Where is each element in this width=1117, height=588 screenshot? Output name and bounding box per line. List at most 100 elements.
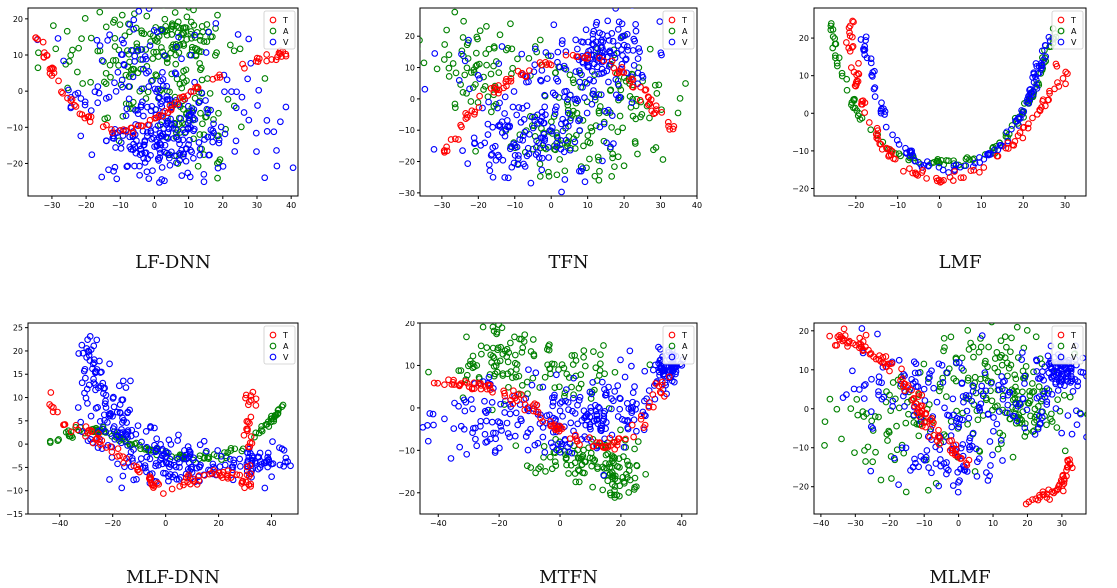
point-T: [664, 118, 672, 126]
point-V: [145, 175, 153, 183]
point-A: [513, 361, 521, 368]
point-V: [226, 455, 234, 463]
point-V: [935, 482, 943, 490]
point-V: [583, 109, 591, 117]
y-tick-label: −10: [6, 487, 23, 496]
point-V: [158, 132, 166, 140]
x-tick-label: 20: [218, 201, 228, 210]
point-V: [129, 133, 137, 141]
point-A: [935, 159, 942, 166]
point-V: [605, 106, 612, 114]
point-A: [104, 114, 111, 122]
point-A: [142, 46, 150, 53]
point-T: [81, 114, 89, 122]
point-V: [869, 425, 877, 432]
point-V: [464, 160, 472, 167]
point-V: [138, 85, 145, 93]
point-V: [622, 55, 630, 63]
point-V: [60, 57, 67, 65]
point-V: [455, 77, 463, 84]
point-V: [599, 157, 606, 165]
point-V: [538, 108, 546, 116]
point-A: [1031, 405, 1039, 413]
point-T: [661, 392, 668, 400]
point-T: [510, 387, 517, 395]
legend-marker-T: [269, 16, 277, 24]
point-V: [879, 363, 887, 371]
legend-label-A: A: [682, 342, 688, 351]
point-T: [247, 413, 255, 421]
point-V: [656, 18, 664, 25]
point-V: [984, 410, 992, 418]
point-T: [99, 123, 107, 131]
points-layer: [821, 323, 1086, 508]
point-A: [196, 36, 204, 44]
point-A: [122, 71, 130, 79]
y-tick-label: 20: [799, 327, 809, 336]
point-A: [851, 104, 859, 112]
point-V: [570, 374, 577, 382]
point-T: [928, 415, 936, 422]
point-V: [628, 362, 635, 370]
point-V: [528, 381, 536, 389]
point-A: [536, 384, 544, 391]
point-A: [509, 64, 516, 72]
point-V: [543, 412, 551, 419]
point-A: [964, 420, 971, 428]
point-V: [937, 462, 945, 470]
point-T: [619, 68, 626, 76]
point-T: [952, 441, 960, 449]
point-A: [981, 360, 989, 368]
point-A: [136, 441, 143, 449]
point-A: [54, 437, 62, 444]
point-A: [987, 387, 994, 395]
point-T: [252, 402, 260, 409]
point-A: [833, 59, 841, 67]
point-V: [1055, 369, 1063, 377]
point-A: [463, 333, 470, 341]
point-V: [547, 52, 555, 60]
point-T: [252, 395, 260, 403]
point-A: [531, 132, 539, 140]
point-A: [568, 383, 575, 391]
point-A: [902, 488, 910, 496]
point-V: [148, 77, 155, 85]
y-tick-label: 10: [799, 366, 809, 375]
point-T: [475, 104, 483, 111]
point-A: [445, 51, 453, 59]
point-V: [93, 336, 101, 344]
point-A: [589, 483, 596, 491]
point-V: [930, 384, 938, 392]
point-A: [573, 131, 580, 139]
y-tick-label: −10: [398, 446, 415, 455]
point-A: [63, 27, 71, 35]
point-V: [565, 122, 572, 130]
point-V: [515, 104, 523, 111]
point-T: [857, 343, 865, 351]
point-A: [183, 36, 191, 43]
point-V: [485, 161, 493, 169]
point-T: [980, 164, 988, 171]
point-V: [909, 463, 917, 471]
point-T: [618, 64, 626, 71]
point-V: [984, 151, 992, 159]
point-T: [1055, 83, 1063, 90]
point-V: [102, 391, 110, 399]
point-V: [541, 103, 549, 111]
point-A: [420, 59, 428, 67]
point-V: [447, 455, 455, 462]
point-V: [589, 30, 597, 38]
point-A: [964, 374, 972, 382]
point-T: [840, 336, 848, 344]
point-V: [127, 377, 134, 385]
point-A: [570, 391, 577, 399]
point-T: [50, 65, 57, 73]
chart-caption: MTFN: [539, 567, 598, 588]
point-T: [246, 420, 253, 427]
point-V: [616, 405, 624, 413]
point-V: [184, 169, 192, 177]
point-A: [197, 66, 204, 74]
point-A: [566, 71, 574, 79]
point-V: [960, 466, 968, 473]
point-A: [203, 113, 210, 121]
